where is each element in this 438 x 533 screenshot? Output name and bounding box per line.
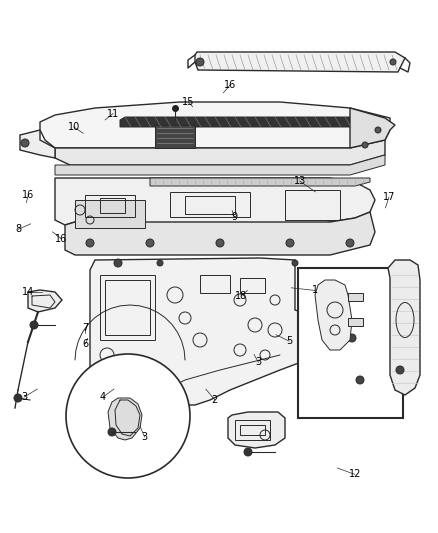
Polygon shape [150,178,370,186]
Text: 8: 8 [15,224,21,234]
Circle shape [66,354,190,478]
Text: 3: 3 [21,392,27,402]
Circle shape [216,239,224,247]
Text: 11: 11 [107,109,119,118]
Circle shape [30,321,38,329]
Circle shape [21,139,29,147]
Circle shape [362,142,368,148]
Bar [100,275,155,340]
Circle shape [390,59,396,65]
Circle shape [292,260,298,266]
Circle shape [146,239,154,247]
Polygon shape [195,52,405,72]
Text: 5: 5 [286,336,292,346]
Bar [285,190,340,220]
Text: 15: 15 [182,98,194,107]
Circle shape [108,428,116,436]
Polygon shape [55,140,385,165]
Circle shape [286,239,294,247]
Text: 9: 9 [231,213,237,222]
Text: 3: 3 [255,358,261,367]
Polygon shape [108,398,142,440]
Text: 16: 16 [22,190,35,199]
Bar [75,200,145,228]
Polygon shape [350,108,395,148]
Polygon shape [228,412,285,448]
Circle shape [375,127,381,133]
Bar [170,192,250,217]
Bar [235,420,270,440]
Text: 17: 17 [383,192,395,202]
Text: 3: 3 [141,432,148,442]
Circle shape [396,366,404,374]
Polygon shape [120,117,360,127]
Bar [185,196,235,214]
Polygon shape [40,102,390,148]
Bar [298,268,403,418]
Text: 7: 7 [82,323,88,333]
Bar [348,318,363,326]
Polygon shape [65,212,375,255]
Polygon shape [315,280,352,350]
Bar [100,198,125,213]
Polygon shape [28,290,62,312]
Polygon shape [155,125,195,148]
Bar [348,293,363,301]
Text: 10: 10 [67,122,80,132]
Circle shape [244,448,252,456]
Text: 1: 1 [312,286,318,295]
Polygon shape [20,130,55,158]
Bar [85,195,135,217]
Bar [105,280,150,335]
Polygon shape [55,178,375,232]
Circle shape [356,376,364,384]
Text: 16: 16 [224,80,236,90]
Bar [200,275,230,293]
Text: 16: 16 [55,234,67,244]
Circle shape [348,334,356,342]
Bar [240,425,265,435]
Text: 6: 6 [82,339,88,349]
Text: 4: 4 [100,392,106,402]
Text: 12: 12 [349,470,361,479]
Circle shape [157,260,163,266]
Text: 18: 18 [235,291,247,301]
Polygon shape [388,260,420,395]
Circle shape [114,259,122,267]
Circle shape [14,394,22,402]
Polygon shape [90,258,360,405]
Text: 2: 2 [212,395,218,405]
Circle shape [346,239,354,247]
Circle shape [196,58,204,66]
Circle shape [86,239,94,247]
Polygon shape [55,155,385,175]
Text: 13: 13 [294,176,306,186]
Text: 14: 14 [22,287,35,297]
Bar [240,278,265,293]
